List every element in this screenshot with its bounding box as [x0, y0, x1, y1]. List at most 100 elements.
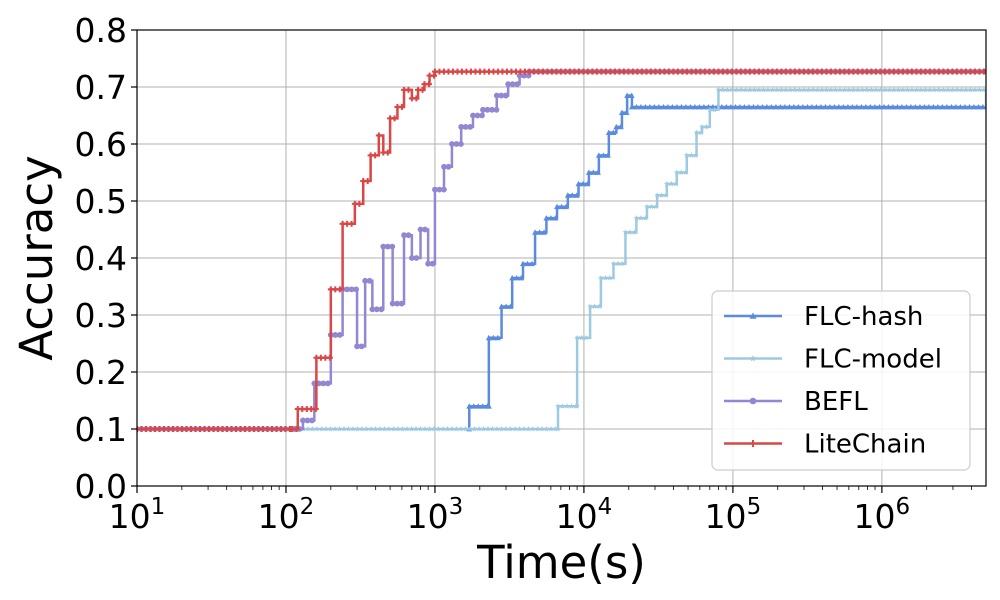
data-point	[660, 103, 667, 110]
data-point	[966, 103, 973, 110]
x-axis-title: Time(s)	[476, 536, 646, 589]
legend: FLC-hash FLC-model BEFL LiteChain	[711, 290, 971, 471]
data-point	[413, 255, 420, 261]
data-point	[564, 403, 570, 409]
data-point	[615, 260, 621, 267]
y-tick-label: 0.3	[75, 296, 127, 335]
data-point	[925, 103, 932, 110]
data-point	[703, 123, 710, 130]
data-point	[332, 426, 338, 432]
data-point	[844, 103, 851, 110]
data-point	[429, 260, 436, 267]
data-point	[569, 192, 576, 198]
legend-label: FLC-hash	[804, 302, 923, 332]
data-point	[876, 103, 883, 110]
data-point	[727, 103, 734, 110]
data-point	[723, 103, 730, 110]
data-point	[524, 260, 531, 267]
data-point	[513, 274, 520, 281]
data-point	[912, 103, 919, 110]
data-point	[462, 426, 469, 432]
x-tick-exponent: 5	[747, 494, 762, 520]
data-point	[326, 354, 333, 361]
data-point	[903, 103, 910, 110]
data-point	[921, 103, 928, 110]
data-point	[476, 426, 482, 432]
data-point	[952, 103, 959, 110]
legend-label: FLC-model	[804, 345, 942, 375]
data-point	[729, 86, 735, 93]
x-tick-exponent: 1	[151, 494, 166, 520]
data-point	[790, 103, 797, 110]
data-point	[885, 103, 892, 110]
data-point	[507, 426, 514, 432]
data-point	[799, 103, 806, 110]
data-point	[594, 169, 601, 175]
data-point	[858, 103, 865, 110]
data-point	[336, 426, 343, 432]
data-point	[445, 163, 452, 170]
data-point	[698, 129, 704, 136]
data-point	[596, 303, 602, 309]
y-tick-label: 0.1	[75, 410, 127, 449]
data-point	[778, 86, 785, 93]
data-point	[399, 426, 406, 432]
y-tick-label: 0.0	[75, 467, 127, 506]
data-point	[435, 426, 442, 432]
data-point	[613, 123, 620, 130]
data-point	[945, 86, 951, 93]
data-point	[832, 86, 839, 93]
data-point	[610, 260, 617, 267]
data-point	[931, 86, 938, 93]
data-point	[831, 103, 838, 110]
data-point	[804, 103, 811, 110]
x-tick-base: 10	[407, 497, 449, 536]
data-point	[864, 86, 870, 93]
data-point	[768, 103, 775, 110]
data-point	[835, 103, 842, 110]
data-point	[750, 103, 757, 110]
data-point	[318, 426, 325, 432]
data-point	[738, 86, 744, 93]
data-point	[957, 103, 964, 110]
data-point	[742, 86, 749, 93]
data-point	[363, 426, 370, 432]
data-point	[900, 86, 906, 93]
data-point	[312, 406, 319, 413]
data-point	[350, 426, 356, 432]
data-point	[471, 426, 478, 432]
data-point	[514, 81, 521, 88]
data-point	[372, 152, 379, 159]
data-point	[624, 92, 631, 98]
data-point	[598, 274, 604, 281]
data-point	[623, 109, 630, 116]
data-point	[898, 103, 905, 110]
data-point	[604, 152, 611, 158]
data-point	[336, 286, 343, 293]
data-point	[927, 86, 933, 93]
data-point	[961, 103, 968, 110]
data-point	[568, 403, 575, 409]
data-point	[873, 86, 879, 93]
data-point	[642, 103, 649, 110]
data-point	[700, 103, 707, 110]
data-point	[653, 203, 659, 210]
data-point	[413, 95, 420, 102]
legend-item-flc-model: FLC-model	[724, 345, 942, 375]
data-point	[602, 274, 609, 281]
data-point	[458, 426, 464, 432]
data-point	[979, 103, 986, 110]
x-tick-base: 10	[109, 497, 151, 536]
data-point	[760, 86, 767, 93]
data-point	[354, 426, 361, 432]
data-point	[682, 169, 689, 175]
data-point	[548, 426, 554, 432]
data-point	[470, 403, 477, 409]
data-point	[754, 103, 761, 110]
data-point	[936, 86, 942, 93]
data-point	[583, 334, 589, 341]
data-point	[628, 92, 635, 98]
data-point	[664, 103, 671, 110]
data-point	[555, 403, 561, 409]
